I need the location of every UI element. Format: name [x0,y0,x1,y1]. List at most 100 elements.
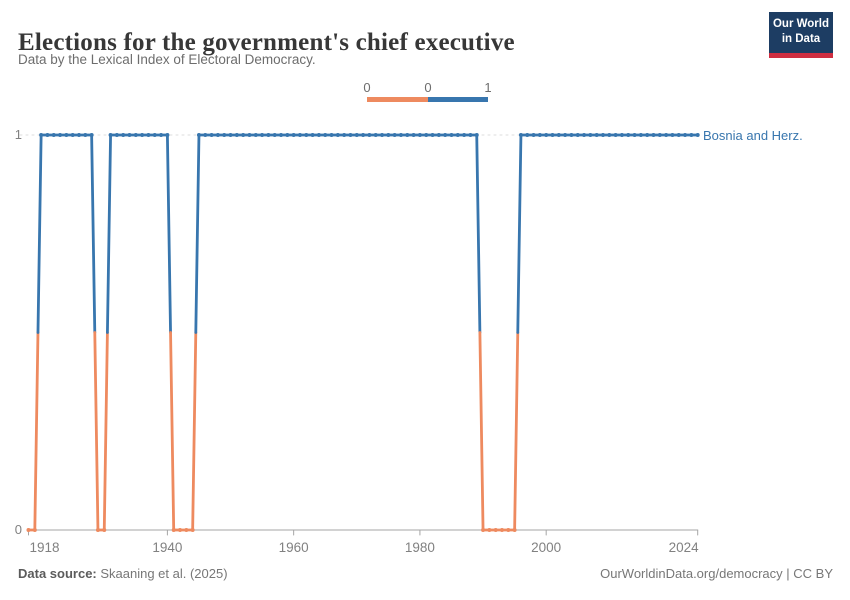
data-point-1985 [449,133,454,137]
series-transition [102,331,109,532]
series-transition [33,331,40,532]
data-point-1969 [348,133,353,137]
data-point-1962 [304,133,309,137]
data-point-2010 [607,133,612,137]
data-point-1949 [222,133,227,137]
data-point-1977 [398,133,403,137]
y-axis-label-1: 1 [14,127,22,142]
series-transition [36,133,43,334]
page-title: Elections for the government's chief exe… [18,28,515,56]
data-point-2017 [651,133,656,137]
x-tick-label-2000: 2000 [531,540,561,555]
series-transition [90,133,97,334]
data-point-1946 [203,133,208,137]
x-tick-label-1940: 1940 [152,540,182,555]
data-point-1918 [26,528,31,532]
data-point-1992 [493,528,498,532]
legend-swatch-zero [367,97,428,102]
data-point-1956 [266,133,271,137]
series-transition [475,133,482,334]
data-point-1973 [373,133,378,137]
data-point-2001 [550,133,555,137]
data-point-1979 [411,133,416,137]
series-transition [165,133,172,334]
data-point-1978 [405,133,410,137]
data-point-2021 [676,133,681,137]
data-point-1980 [417,133,422,137]
data-point-2008 [594,133,599,137]
data-point-1925 [70,133,75,137]
series-transition [478,331,485,532]
data-point-1988 [468,133,473,137]
data-point-1940 [165,133,170,137]
series-transition [169,331,176,532]
chart-subtitle: Data by the Lexical Index of Electoral D… [18,52,316,67]
data-point-1953 [247,133,252,137]
data-point-1950 [228,133,233,137]
data-point-1998 [531,133,536,137]
series-transition [93,331,100,532]
data-point-1929 [95,528,100,532]
data-point-1919 [32,528,37,532]
data-point-1947 [209,133,214,137]
data-source-label: Data source: [18,566,97,581]
data-point-1938 [152,133,157,137]
data-point-1994 [506,528,511,532]
data-point-1967 [335,133,340,137]
data-point-1941 [171,528,176,532]
data-point-2003 [563,133,568,137]
legend-swatch-one [428,97,488,102]
x-tick-label-2024: 2024 [669,540,700,555]
data-point-1955 [260,133,265,137]
x-tick-label-1960: 1960 [279,540,309,555]
data-point-1991 [487,528,492,532]
data-point-1954 [253,133,258,137]
series-transition [194,133,201,334]
data-point-1996 [518,133,523,137]
data-point-1963 [310,133,315,137]
data-point-2012 [619,133,624,137]
data-point-1939 [159,133,164,137]
data-point-1958 [279,133,284,137]
data-point-2000 [544,133,549,137]
x-tick-label-1980: 1980 [405,540,435,555]
data-point-1926 [77,133,82,137]
data-point-1934 [127,133,132,137]
data-point-1931 [108,133,113,137]
data-point-1987 [462,133,467,137]
data-point-1942 [178,528,183,532]
data-point-1997 [525,133,530,137]
legend-label-2: 1 [484,80,492,95]
data-point-2013 [626,133,631,137]
data-point-2016 [645,133,650,137]
data-point-1937 [146,133,151,137]
series-transition [513,331,520,532]
data-source-text: Skaaning et al. (2025) [96,566,228,581]
data-point-1990 [481,528,486,532]
data-point-1961 [297,133,302,137]
data-point-1971 [361,133,366,137]
data-point-1957 [272,133,277,137]
data-point-2014 [632,133,637,137]
data-point-1999 [537,133,542,137]
data-point-2015 [638,133,643,137]
data-point-2009 [601,133,606,137]
data-point-1943 [184,528,189,532]
data-point-1983 [436,133,441,137]
data-source-note: Data source: Skaaning et al. (2025) [18,566,228,581]
data-point-1952 [241,133,246,137]
data-point-1982 [430,133,435,137]
data-point-2024 [695,133,700,137]
data-point-1921 [45,133,50,137]
data-point-1951 [234,133,239,137]
owid-logo-line1: Our World [772,18,829,30]
legend-label-1: 0 [424,80,432,95]
series-transition [516,133,523,334]
license-link[interactable]: OurWorldinData.org/democracy | CC BY [600,566,833,581]
data-point-1959 [285,133,290,137]
data-point-2018 [657,133,662,137]
owid-logo[interactable]: Our World in Data [769,12,833,58]
data-point-1968 [342,133,347,137]
data-point-1960 [291,133,296,137]
